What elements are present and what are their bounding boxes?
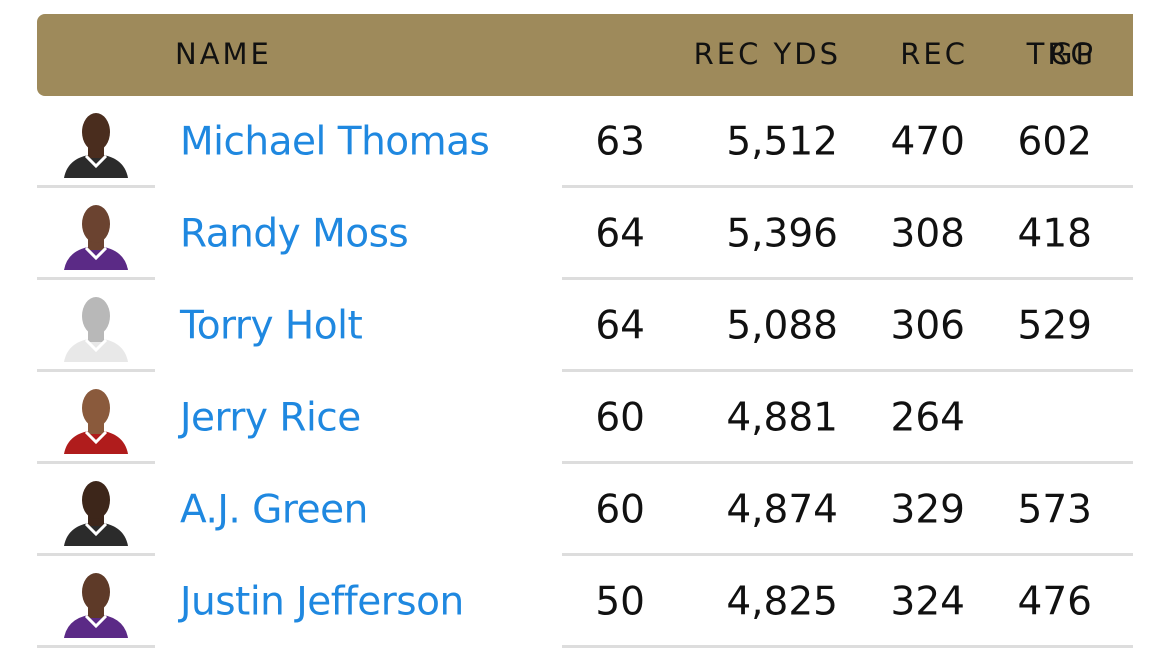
row-divider (562, 277, 1133, 280)
table-row: Jerry Rice 60 4,881 264 (0, 372, 1170, 464)
stat-cell: 4,874 (726, 487, 838, 533)
stat-cell: 329 (890, 487, 965, 533)
player-avatar (64, 205, 128, 270)
stat-cell: 5,088 (726, 303, 838, 349)
stat-cell: 63 (595, 119, 645, 165)
table-row: Torry Holt 64 5,088 306 529 (0, 280, 1170, 372)
stat-cell: 60 (595, 487, 645, 533)
stat-cell: 602 (1017, 119, 1092, 165)
stat-cell: 529 (1017, 303, 1092, 349)
stat-cell: 5,512 (726, 119, 838, 165)
stat-cell: 306 (890, 303, 965, 349)
row-divider (37, 369, 155, 372)
column-header: NAME (175, 37, 272, 71)
player-name[interactable]: Justin Jefferson (180, 579, 464, 625)
player-avatar (64, 113, 128, 178)
player-avatar (64, 297, 128, 362)
column-header: TRG (1026, 37, 1096, 71)
player-avatar (64, 573, 128, 638)
stat-cell: 476 (1017, 579, 1092, 625)
player-name[interactable]: Randy Moss (180, 211, 409, 257)
stat-cell: 64 (595, 211, 645, 257)
stat-cell: 50 (595, 579, 645, 625)
stat-cell: 264 (890, 395, 965, 441)
stat-cell: 60 (595, 395, 645, 441)
stat-cell: 324 (890, 579, 965, 625)
player-name[interactable]: Torry Holt (180, 303, 363, 349)
table-row: Justin Jefferson 50 4,825 324 476 (0, 556, 1170, 648)
row-divider (37, 461, 155, 464)
row-divider (562, 461, 1133, 464)
player-avatar (64, 389, 128, 454)
stat-cell: 64 (595, 303, 645, 349)
table-header: NAME GP REC YDS REC TRG (37, 14, 1133, 96)
row-divider (37, 277, 155, 280)
row-divider (562, 185, 1133, 188)
row-divider (562, 553, 1133, 556)
row-divider (37, 553, 155, 556)
stat-cell: 4,881 (726, 395, 838, 441)
table-row: Michael Thomas 63 5,512 470 602 (0, 96, 1170, 188)
stat-cell: 470 (890, 119, 965, 165)
column-header: REC YDS (693, 37, 841, 71)
column-header: GP (1050, 37, 1096, 71)
row-divider (37, 185, 155, 188)
stat-cell: 4,825 (726, 579, 838, 625)
stat-cell: 573 (1017, 487, 1092, 533)
stat-cell: 5,396 (726, 211, 838, 257)
table-row: A.J. Green 60 4,874 329 573 (0, 464, 1170, 556)
column-header: REC (900, 37, 968, 71)
player-name[interactable]: Jerry Rice (180, 395, 361, 441)
player-avatar (64, 481, 128, 546)
table-row: Randy Moss 64 5,396 308 418 (0, 188, 1170, 280)
player-name[interactable]: A.J. Green (180, 487, 368, 533)
stat-cell: 308 (890, 211, 965, 257)
stat-cell: 418 (1017, 211, 1092, 257)
row-divider (562, 369, 1133, 372)
player-name[interactable]: Michael Thomas (180, 119, 490, 165)
